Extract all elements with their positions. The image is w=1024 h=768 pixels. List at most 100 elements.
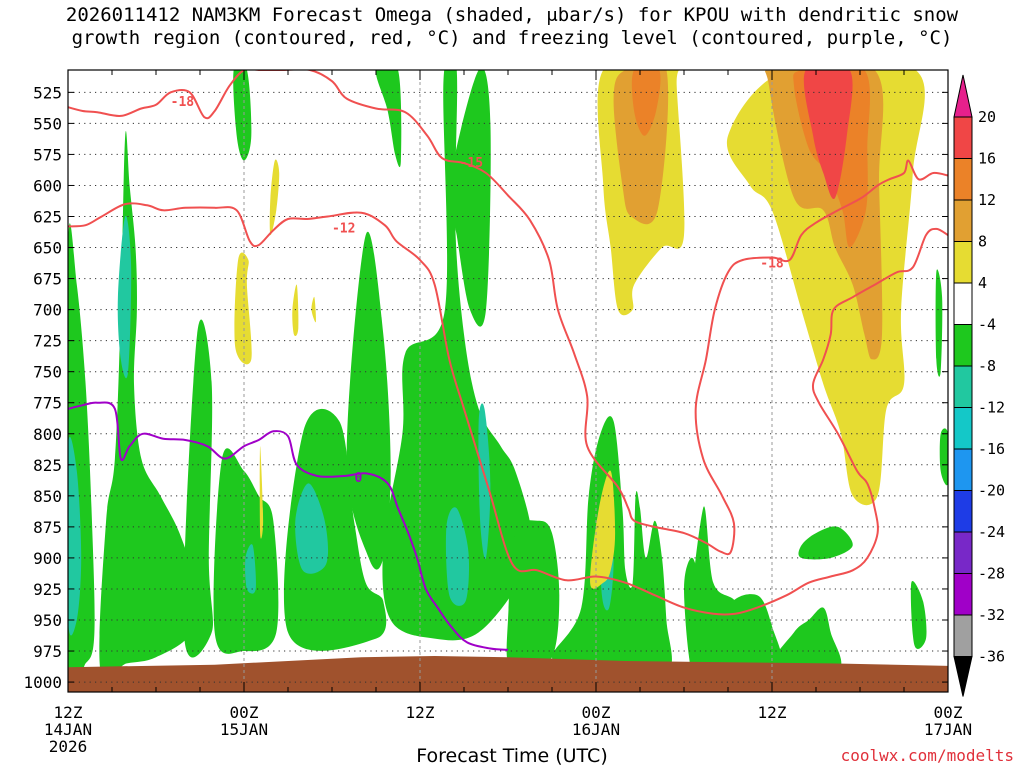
xtick-label-36: 00Z 16JAN	[571, 703, 621, 739]
xtick-label-0: 12Z 14JAN 2026	[43, 703, 93, 756]
ytick-825: 825	[33, 456, 62, 475]
omega-region-yellow-32	[311, 296, 317, 323]
contour-label-layer: -18 -15 -12 -18 0	[171, 95, 784, 486]
omega-region-green-3	[213, 448, 279, 654]
omega-region-yellow-31	[292, 284, 299, 337]
ytick-800: 800	[33, 425, 62, 444]
chart-title-line1: 2026011412 NAM3KM Forecast Omega (shaded…	[65, 4, 959, 26]
omega-region-green-16	[798, 526, 853, 560]
ytick-850: 850	[33, 487, 62, 506]
colorbar-label-11: -28	[978, 565, 1005, 583]
omega-region-green-10	[506, 520, 560, 671]
contour-label-2: -12	[332, 222, 355, 237]
omega-region-teal-20	[117, 215, 132, 379]
xtick-label-60: 00Z 17JAN	[923, 703, 973, 739]
time-axis-ticks	[67, 70, 949, 692]
colorbar-label-12: -32	[978, 606, 1005, 624]
ytick-1000: 1000	[23, 673, 62, 692]
colorbar-label-6: -8	[978, 357, 996, 375]
omega-region-green-9	[448, 70, 491, 327]
omega-region-green-4	[283, 408, 387, 651]
ytick-875: 875	[33, 518, 62, 537]
omega-region-green-19	[939, 428, 948, 486]
x-axis-label: Forecast Time (UTC)	[416, 745, 608, 767]
colorbar-label-13: -36	[978, 648, 1005, 666]
colorbar-swatch-3	[953, 241, 973, 284]
omega-region-red-39	[803, 70, 853, 200]
ytick-625: 625	[33, 207, 62, 226]
omega-region-green-2	[183, 319, 214, 658]
colorbar-label-1: 16	[978, 150, 996, 168]
colorbar-swatch-1	[953, 158, 973, 201]
omega-region-green-15	[770, 607, 842, 675]
colorbar-swatch-0	[953, 116, 973, 159]
omega-region-green-17	[910, 580, 927, 649]
omega-region-green-8	[375, 70, 402, 168]
ytick-725: 725	[33, 332, 62, 351]
ytick-525: 525	[33, 83, 62, 102]
pressure-axis: 525 550 575 600 625 650 675 700 725 750 775 800 825 8…	[23, 83, 948, 692]
colorbar-swatch-6	[953, 365, 973, 408]
colorbar-label-2: 12	[978, 191, 996, 209]
contour-label-3: -18	[760, 256, 784, 271]
colorbar: 20 16 12 8 4 -4 -8 -12 -16 -20 -24 -28 -32 -36	[953, 74, 1005, 697]
omega-region-yellow-28	[259, 446, 264, 539]
omega-region-orange-37	[631, 70, 661, 136]
omega-region-green-5	[346, 231, 391, 570]
contour-label-0: -18	[171, 95, 195, 110]
ytick-925: 925	[33, 580, 62, 599]
xtick-label-12: 00Z 15JAN	[219, 703, 269, 739]
ytick-750: 750	[33, 363, 62, 382]
chart-title-line2: growth region (contoured, red, °C) and f…	[71, 27, 953, 49]
ytick-950: 950	[33, 611, 62, 630]
omega-region-yellow-27	[590, 470, 616, 589]
colorbar-swatch-12	[953, 614, 973, 657]
ytick-700: 700	[33, 301, 62, 320]
colorbar-swatch-9	[953, 490, 973, 533]
colorbar-label-5: -4	[978, 316, 996, 334]
colorbar-swatch-11	[953, 573, 973, 616]
colorbar-top-arrow	[953, 74, 973, 118]
ytick-650: 650	[33, 239, 62, 258]
contour-1	[68, 202, 948, 616]
omega-region-teal-22	[295, 483, 329, 574]
colorbar-label-8: -16	[978, 440, 1005, 458]
xtick-label-24: 12Z	[405, 703, 435, 722]
contour-label-1: -15	[460, 156, 483, 171]
omega-region-yellow-30	[269, 159, 280, 236]
ground-surface	[68, 656, 948, 692]
xtick-label-48: 12Z	[757, 703, 787, 722]
omega-region-teal-23	[245, 544, 256, 594]
ytick-675: 675	[33, 270, 62, 289]
omega-region-teal-25	[478, 403, 491, 560]
colorbar-swatch-5	[953, 324, 973, 367]
colorbar-label-7: -12	[978, 399, 1005, 417]
colorbar-swatch-10	[953, 531, 973, 574]
credit-text: coolwx.com/modelts	[840, 746, 1014, 765]
ytick-775: 775	[33, 394, 62, 413]
omega-region-teal-21	[68, 437, 82, 636]
contour-0	[68, 70, 948, 556]
ytick-550: 550	[33, 114, 62, 133]
omega-region-teal-24	[445, 507, 470, 606]
omega-region-green-18	[935, 269, 943, 377]
colorbar-swatch-8	[953, 448, 973, 491]
omega-region-green-1	[99, 130, 196, 680]
colorbar-label-10: -24	[978, 523, 1005, 541]
colorbar-label-0: 20	[978, 108, 996, 126]
colorbar-label-4: 4	[978, 274, 987, 292]
colorbar-label-3: 8	[978, 233, 987, 251]
ground-layer	[68, 656, 948, 692]
omega-region-yellow-29	[234, 252, 252, 365]
colorbar-bottom-arrow	[953, 656, 973, 697]
contour-label-4: 0	[354, 471, 362, 486]
contour-2	[68, 401, 509, 651]
ytick-575: 575	[33, 145, 62, 164]
ytick-600: 600	[33, 176, 62, 195]
colorbar-swatch-4	[953, 282, 973, 325]
ytick-975: 975	[33, 642, 62, 661]
contour-layer	[68, 70, 948, 651]
ytick-900: 900	[33, 549, 62, 568]
colorbar-swatch-2	[953, 199, 973, 242]
